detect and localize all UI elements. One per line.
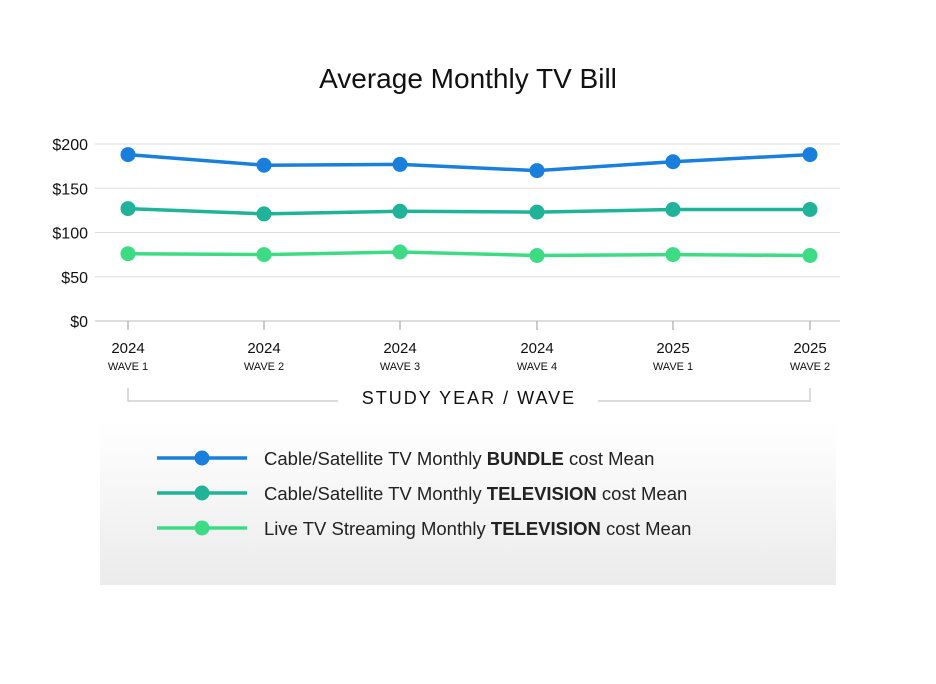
data-point <box>120 147 136 163</box>
x-tick-wave: WAVE 2 <box>790 361 830 373</box>
y-tick-label: $100 <box>52 226 88 243</box>
data-point <box>665 202 681 217</box>
x-axis-label: STUDY YEAR / WAVE <box>362 388 576 408</box>
legend-item: Cable/Satellite TV Monthly TELEVISION co… <box>157 483 687 504</box>
legend-item: Cable/Satellite TV Monthly BUNDLE cost M… <box>157 448 654 469</box>
data-point <box>392 156 408 172</box>
series-line <box>127 250 811 258</box>
legend-label: Live TV Streaming Monthly TELEVISION cos… <box>264 518 691 539</box>
data-point <box>802 248 818 263</box>
legend-item: Live TV Streaming Monthly TELEVISION cos… <box>157 518 691 539</box>
series-line <box>127 152 811 173</box>
data-point <box>392 203 408 219</box>
data-point <box>120 246 136 262</box>
legend: Cable/Satellite TV Monthly BUNDLE cost M… <box>157 448 691 539</box>
x-tick-year: 2024 <box>111 340 144 357</box>
x-tick-year: 2025 <box>793 340 826 357</box>
y-tick-label: $150 <box>52 181 88 198</box>
data-point <box>665 247 681 263</box>
series-1 <box>120 147 818 179</box>
x-axis: 2024 WAVE 1 2024 WAVE 2 2024 WAVE 3 2024 WAVE 4… <box>108 321 830 373</box>
legend-label: Cable/Satellite TV Monthly BUNDLE cost M… <box>264 448 654 469</box>
series-2 <box>120 201 818 222</box>
legend-background <box>100 420 836 585</box>
x-tick-wave: WAVE 1 <box>653 361 693 373</box>
y-tick-label: $0 <box>70 314 88 331</box>
data-point <box>529 163 545 179</box>
legend-swatch-marker <box>194 520 210 536</box>
data-point <box>529 248 545 263</box>
data-point <box>802 147 818 163</box>
x-tick-wave: WAVE 3 <box>380 361 420 373</box>
legend-swatch-marker <box>194 450 210 466</box>
legend-label: Cable/Satellite TV Monthly TELEVISION co… <box>264 483 687 504</box>
legend-swatch-marker <box>194 485 210 501</box>
x-tick-wave: WAVE 4 <box>517 361 557 373</box>
series-3 <box>120 244 818 263</box>
data-point <box>256 157 272 173</box>
x-tick-year: 2025 <box>656 340 689 357</box>
data-point <box>529 204 545 220</box>
grid-lines <box>95 143 840 322</box>
x-tick-year: 2024 <box>520 340 553 357</box>
data-point <box>256 206 272 222</box>
x-tick-wave: WAVE 1 <box>108 361 148 373</box>
series-group <box>120 147 818 263</box>
data-point <box>392 244 408 260</box>
y-axis-ticks: $0 $50 $100 $150 $200 <box>52 137 88 331</box>
data-point <box>120 201 136 217</box>
x-tick-year: 2024 <box>247 340 280 357</box>
x-axis-label-group: STUDY YEAR / WAVE <box>127 388 811 408</box>
x-axis-bracket <box>127 388 811 402</box>
data-point <box>665 154 681 170</box>
x-tick-wave: WAVE 2 <box>244 361 284 373</box>
y-tick-label: $50 <box>61 270 88 287</box>
x-tick-year: 2024 <box>383 340 416 357</box>
data-point <box>256 247 272 263</box>
y-tick-label: $200 <box>52 137 88 154</box>
chart-title: Average Monthly TV Bill <box>319 63 617 94</box>
series-line <box>127 206 810 216</box>
data-point <box>802 202 818 217</box>
